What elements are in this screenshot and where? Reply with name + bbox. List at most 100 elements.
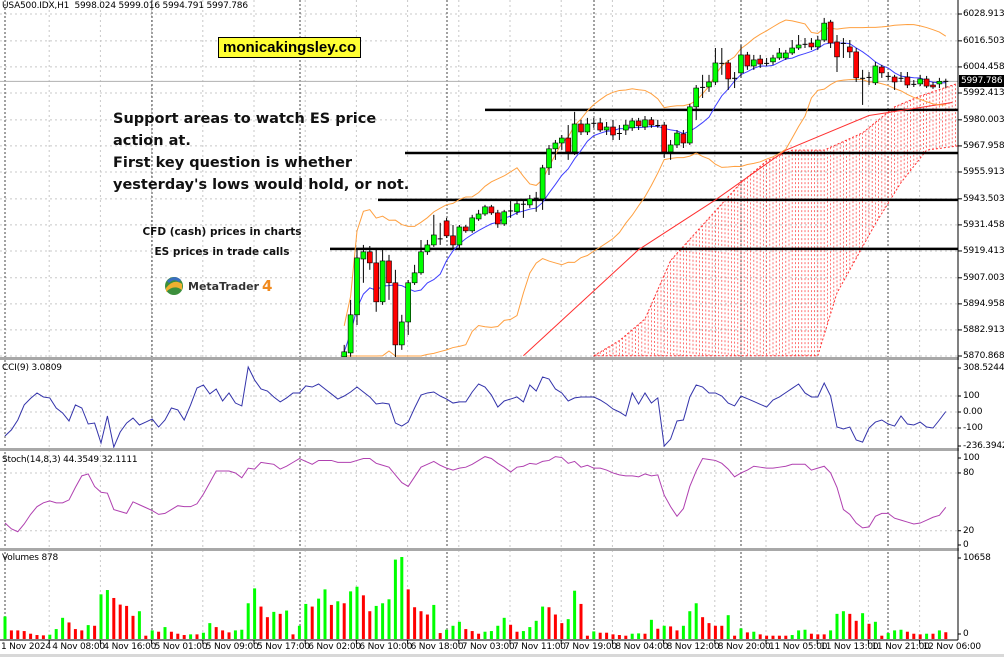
volume-bar [381,603,385,639]
volume-bar [713,625,717,639]
current-price-tag: 5997.786 [959,75,1004,88]
price-tick-label: 5931.458 [963,219,1004,230]
candle-bear [565,137,572,153]
volume-bar [195,634,199,639]
candle-bear [443,220,450,237]
time-tick-label: 8 Nov 12:00 [666,642,720,652]
time-tick-label: 1 Nov 2024 [1,642,51,652]
price-tick-label: 5907.003 [963,272,1004,283]
support-note: Support areas to watch ES price action a… [113,108,409,196]
volume-bar [739,628,743,639]
candle-bull [776,52,783,59]
candle-bull [418,251,424,274]
candle-bull [424,244,431,253]
candle-bull [475,213,482,220]
price-tick-label: 6016.503 [963,35,1004,46]
candle-bear [578,123,584,133]
volume-bar [445,629,449,639]
time-tick-label: 5 Nov 01:00 [154,642,208,652]
metatrader-logo: MetaTrader 4 [163,276,272,296]
candle-bear [366,251,373,264]
volume-bar [854,620,858,639]
candle-bull [750,59,757,67]
volume-bar [349,591,353,639]
volume-bar [637,633,641,639]
volume-bar [86,625,90,639]
candle-bull [411,272,418,284]
volume-bar [374,605,378,639]
volume-bar [822,634,826,639]
candle-bull [482,206,488,215]
volume-bar [701,617,705,639]
cloud-lower-edge [593,145,959,357]
volume-bar [342,603,346,639]
volume-bar [573,590,577,639]
volume-bar [848,613,852,639]
time-tick-label: 4 Nov 08:00 [52,642,105,652]
cci-line [4,365,947,449]
volume-bar [48,634,52,639]
volume-bar [368,611,372,639]
price-tick-label: 5967.958 [963,140,1004,151]
candle-bull [936,81,943,85]
indicator-tick-label: 100 [963,391,980,401]
indicator-tick-label: 0 [963,540,969,550]
volume-bar [221,630,225,639]
candle-bull [398,321,405,346]
volume-bar [438,633,442,639]
volume-bar [598,632,602,639]
candle-bear [757,58,764,65]
volume-bar [502,617,506,639]
panel-separator [0,357,959,360]
time-tick-label: 11 Nov 21:00 [871,642,930,652]
stoch-name: Stoch(14,8,3) [2,455,61,465]
candle-bear [680,133,687,144]
volumes-label: Volumes 878 [2,553,58,563]
volume-bar [240,629,244,639]
volume-bar [457,621,461,639]
stoch-signal-value: 32.1111 [101,455,138,465]
candle-bull [526,198,533,206]
volume-bar [912,633,916,639]
volume-bar [464,629,468,639]
volume-bar [662,625,666,639]
volume-bar [745,632,749,639]
volumes-value: 878 [41,553,59,563]
time-tick-label: 8 Nov 20:00 [717,642,771,652]
volume-bar [720,625,724,639]
volume-bar [387,599,391,639]
volume-bar [54,629,58,639]
price-tick-label: 5980.003 [963,114,1004,125]
slow-ma-line [523,102,953,357]
volume-bar [585,635,589,639]
volume-bar [144,635,148,639]
candle-bull [456,226,463,246]
bollinger-lower [344,79,946,357]
volume-bar [169,631,173,639]
volume-bar [925,633,929,639]
volume-bar [733,635,737,639]
volume-bar [675,630,679,639]
indicator-tick-label: 20 [963,525,975,536]
volume-bar [29,633,33,639]
candle-bull [917,78,924,85]
candle-bear [386,260,392,284]
chart-header: USA500.IDX,H1 5998.024 5999.016 5994.791… [2,1,248,11]
support-lines[interactable] [330,108,958,251]
price-tick-label: 5919.413 [963,245,1004,256]
candle-bull [706,81,712,88]
volume-bar [297,625,301,639]
candle-bear [834,41,840,58]
volume-bar [118,604,122,639]
volume-bar [707,623,711,639]
volume-bar [272,611,276,639]
indicator-tick-label: 308.5244 [963,363,1004,373]
candle-bear [846,46,853,53]
time-tick-label: 4 Nov 16:00 [103,642,157,652]
volume-bar [253,588,257,639]
volume-bar [592,631,596,639]
volume-bar [765,635,769,639]
platform-version: 4 [262,277,273,295]
candle-bear [373,262,380,303]
